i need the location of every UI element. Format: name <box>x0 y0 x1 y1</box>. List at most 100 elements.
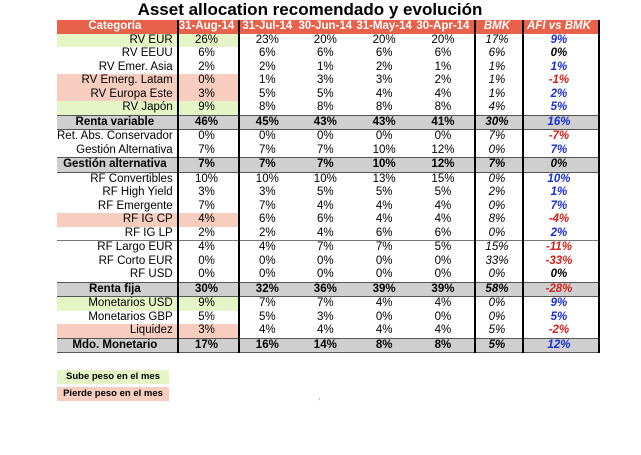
value-cell-date-3: 0% <box>317 254 334 267</box>
value-cell-date-5: 8% <box>415 337 475 353</box>
value-cell-date-5: 4% <box>434 213 452 226</box>
value-cell-date-1: 3% <box>176 324 241 338</box>
bmk-cell: 1% <box>473 74 524 88</box>
table-row: RV EUR 26% 23% 20% 20% 20% 17% 9% <box>57 33 600 47</box>
value-cell-date-2: 23% <box>255 33 279 46</box>
value-cell-date-4: 4% <box>375 213 393 226</box>
category-cell: RF High Yield <box>102 186 173 199</box>
value-cell-date-4: 3% <box>375 74 393 87</box>
table-row: Ret. Abs. Conservador 0% 0% 0% 0% 0% 7% -7% <box>57 129 600 144</box>
value-cell-date-5: 39% <box>415 281 475 297</box>
value-cell-date-5: 15% <box>431 172 455 185</box>
col-header-date-1: 31-Aug-14 <box>176 20 241 34</box>
table-row: RF Corto EUR 0% 0% 0% 0% 0% 33% -33% <box>57 254 600 268</box>
table-header-row: Categoría 31-Aug-14 31-Jul-14 30-Jun-14 … <box>57 20 600 34</box>
value-cell-date-1: 3% <box>176 87 241 101</box>
category-cell: RV Japón <box>57 101 178 115</box>
category-cell: RF IG CP <box>57 213 178 227</box>
value-cell-date-4: 13% <box>372 172 396 185</box>
table-row: Gestión Alternativa 7% 7% 7% 10% 12% 0% 7% <box>57 143 600 158</box>
value-cell-date-1: 26% <box>176 33 241 47</box>
category-cell: RF Largo EUR <box>57 240 178 255</box>
value-cell-date-2: 0% <box>259 254 276 267</box>
category-cell: RV Emerg. Latam <box>57 74 178 88</box>
value-cell-date-4: 8% <box>375 101 393 114</box>
value-cell-date-3: 5% <box>317 186 334 199</box>
bmk-cell: 7% <box>473 129 524 144</box>
table-total-row: Gestión alternativa 7% 7% 7% 10% 12% 7% 0% <box>57 157 600 173</box>
table-row: RF High Yield 3% 3% 5% 5% 5% 2% 1% <box>57 186 600 200</box>
table-row: RF Largo EUR 4% 4% 7% 7% 5% 15% -11% <box>57 240 600 255</box>
value-cell-date-5: 5% <box>415 240 475 255</box>
value-cell-date-2: 1% <box>259 74 276 87</box>
decorative-mark: , <box>318 391 321 401</box>
bmk-cell: 0% <box>473 172 524 186</box>
value-cell-date-1: 0% <box>176 74 241 88</box>
value-cell-date-4: 2% <box>375 60 393 73</box>
value-cell-date-2: 16% <box>239 337 299 353</box>
value-cell-date-3: 10% <box>313 172 337 185</box>
value-cell-date-3: 7% <box>298 240 357 255</box>
value-cell-date-4: 0% <box>375 254 393 267</box>
table-total-row: Renta fija 30% 32% 36% 39% 39% 58% -28% <box>57 281 600 297</box>
value-cell-date-2: 5% <box>259 87 276 100</box>
value-cell-date-2: 2% <box>259 226 276 239</box>
bmk-cell: 30% <box>473 114 524 130</box>
value-cell-date-1: 0% <box>176 254 241 268</box>
value-cell-date-1: 7% <box>176 199 241 213</box>
value-cell-date-1: 7% <box>176 157 241 173</box>
value-cell-date-5: 0% <box>434 310 452 323</box>
allocation-table: Categoría 31-Aug-14 31-Jul-14 30-Jun-14 … <box>57 20 600 353</box>
category-cell: RV EEUU <box>121 47 173 60</box>
value-cell-date-3: 6% <box>317 213 334 226</box>
afi-vs-bmk-cell: 10% <box>522 172 600 186</box>
value-cell-date-1: 10% <box>176 172 241 186</box>
value-cell-date-3: 4% <box>317 199 334 212</box>
bmk-cell: 5% <box>473 337 524 353</box>
value-cell-date-4: 0% <box>375 268 393 281</box>
value-cell-date-3: 36% <box>298 281 357 297</box>
value-cell-date-2: 7% <box>259 199 276 212</box>
category-cell: Renta variable <box>57 114 178 130</box>
value-cell-date-2: 2% <box>259 60 276 73</box>
afi-vs-bmk-cell: -1% <box>522 74 600 88</box>
value-cell-date-2: 6% <box>259 213 276 226</box>
value-cell-date-4: 4% <box>375 297 393 310</box>
value-cell-date-1: 0% <box>176 129 241 144</box>
value-cell-date-3: 4% <box>317 226 334 239</box>
value-cell-date-5: 2% <box>434 74 452 87</box>
afi-vs-bmk-cell: -4% <box>522 213 600 227</box>
table-row: RF IG LP 2% 2% 4% 6% 6% 0% 2% <box>57 226 600 241</box>
value-cell-date-4: 39% <box>356 281 416 297</box>
bmk-cell: 0% <box>473 199 524 213</box>
value-cell-date-1: 2% <box>176 60 241 74</box>
value-cell-date-4: 4% <box>375 324 393 337</box>
bmk-cell: 58% <box>473 281 524 297</box>
value-cell-date-5: 4% <box>434 199 452 212</box>
value-cell-date-2: 0% <box>259 268 276 281</box>
afi-vs-bmk-cell: 1% <box>522 60 600 74</box>
value-cell-date-5: 41% <box>415 114 475 130</box>
afi-vs-bmk-cell: 0% <box>522 47 600 61</box>
table-row: RF IG CP 4% 6% 6% 4% 4% 8% -4% <box>57 213 600 227</box>
value-cell-date-4: 0% <box>375 310 393 323</box>
value-cell-date-1: 4% <box>176 213 241 227</box>
table-row: RF Convertibles 10% 10% 10% 13% 15% 0% 10% <box>57 172 600 186</box>
col-header-afi-vs-bmk: AFI vs BMK <box>522 20 600 34</box>
afi-vs-bmk-cell: 7% <box>522 143 600 158</box>
col-header-category: Categoría <box>57 20 178 34</box>
value-cell-date-3: 7% <box>317 297 334 310</box>
table-row: RV Europa Este 3% 5% 5% 4% 4% 1% 2% <box>57 87 600 101</box>
legend-decrease: Pierde peso en el mes <box>57 387 169 401</box>
value-cell-date-5: 12% <box>415 157 475 173</box>
bmk-cell: 1% <box>473 87 524 101</box>
table-row: RV Emerg. Latam 0% 1% 3% 3% 2% 1% -1% <box>57 74 600 88</box>
value-cell-date-3: 7% <box>298 157 357 173</box>
value-cell-date-2: 4% <box>239 240 299 255</box>
table-row: RV Japón 9% 8% 8% 8% 8% 4% 5% <box>57 101 600 115</box>
value-cell-date-3: 3% <box>317 310 334 323</box>
value-cell-date-1: 4% <box>176 240 241 255</box>
value-cell-date-4: 20% <box>372 33 396 46</box>
value-cell-date-4: 5% <box>375 186 393 199</box>
value-cell-date-1: 7% <box>176 143 241 158</box>
